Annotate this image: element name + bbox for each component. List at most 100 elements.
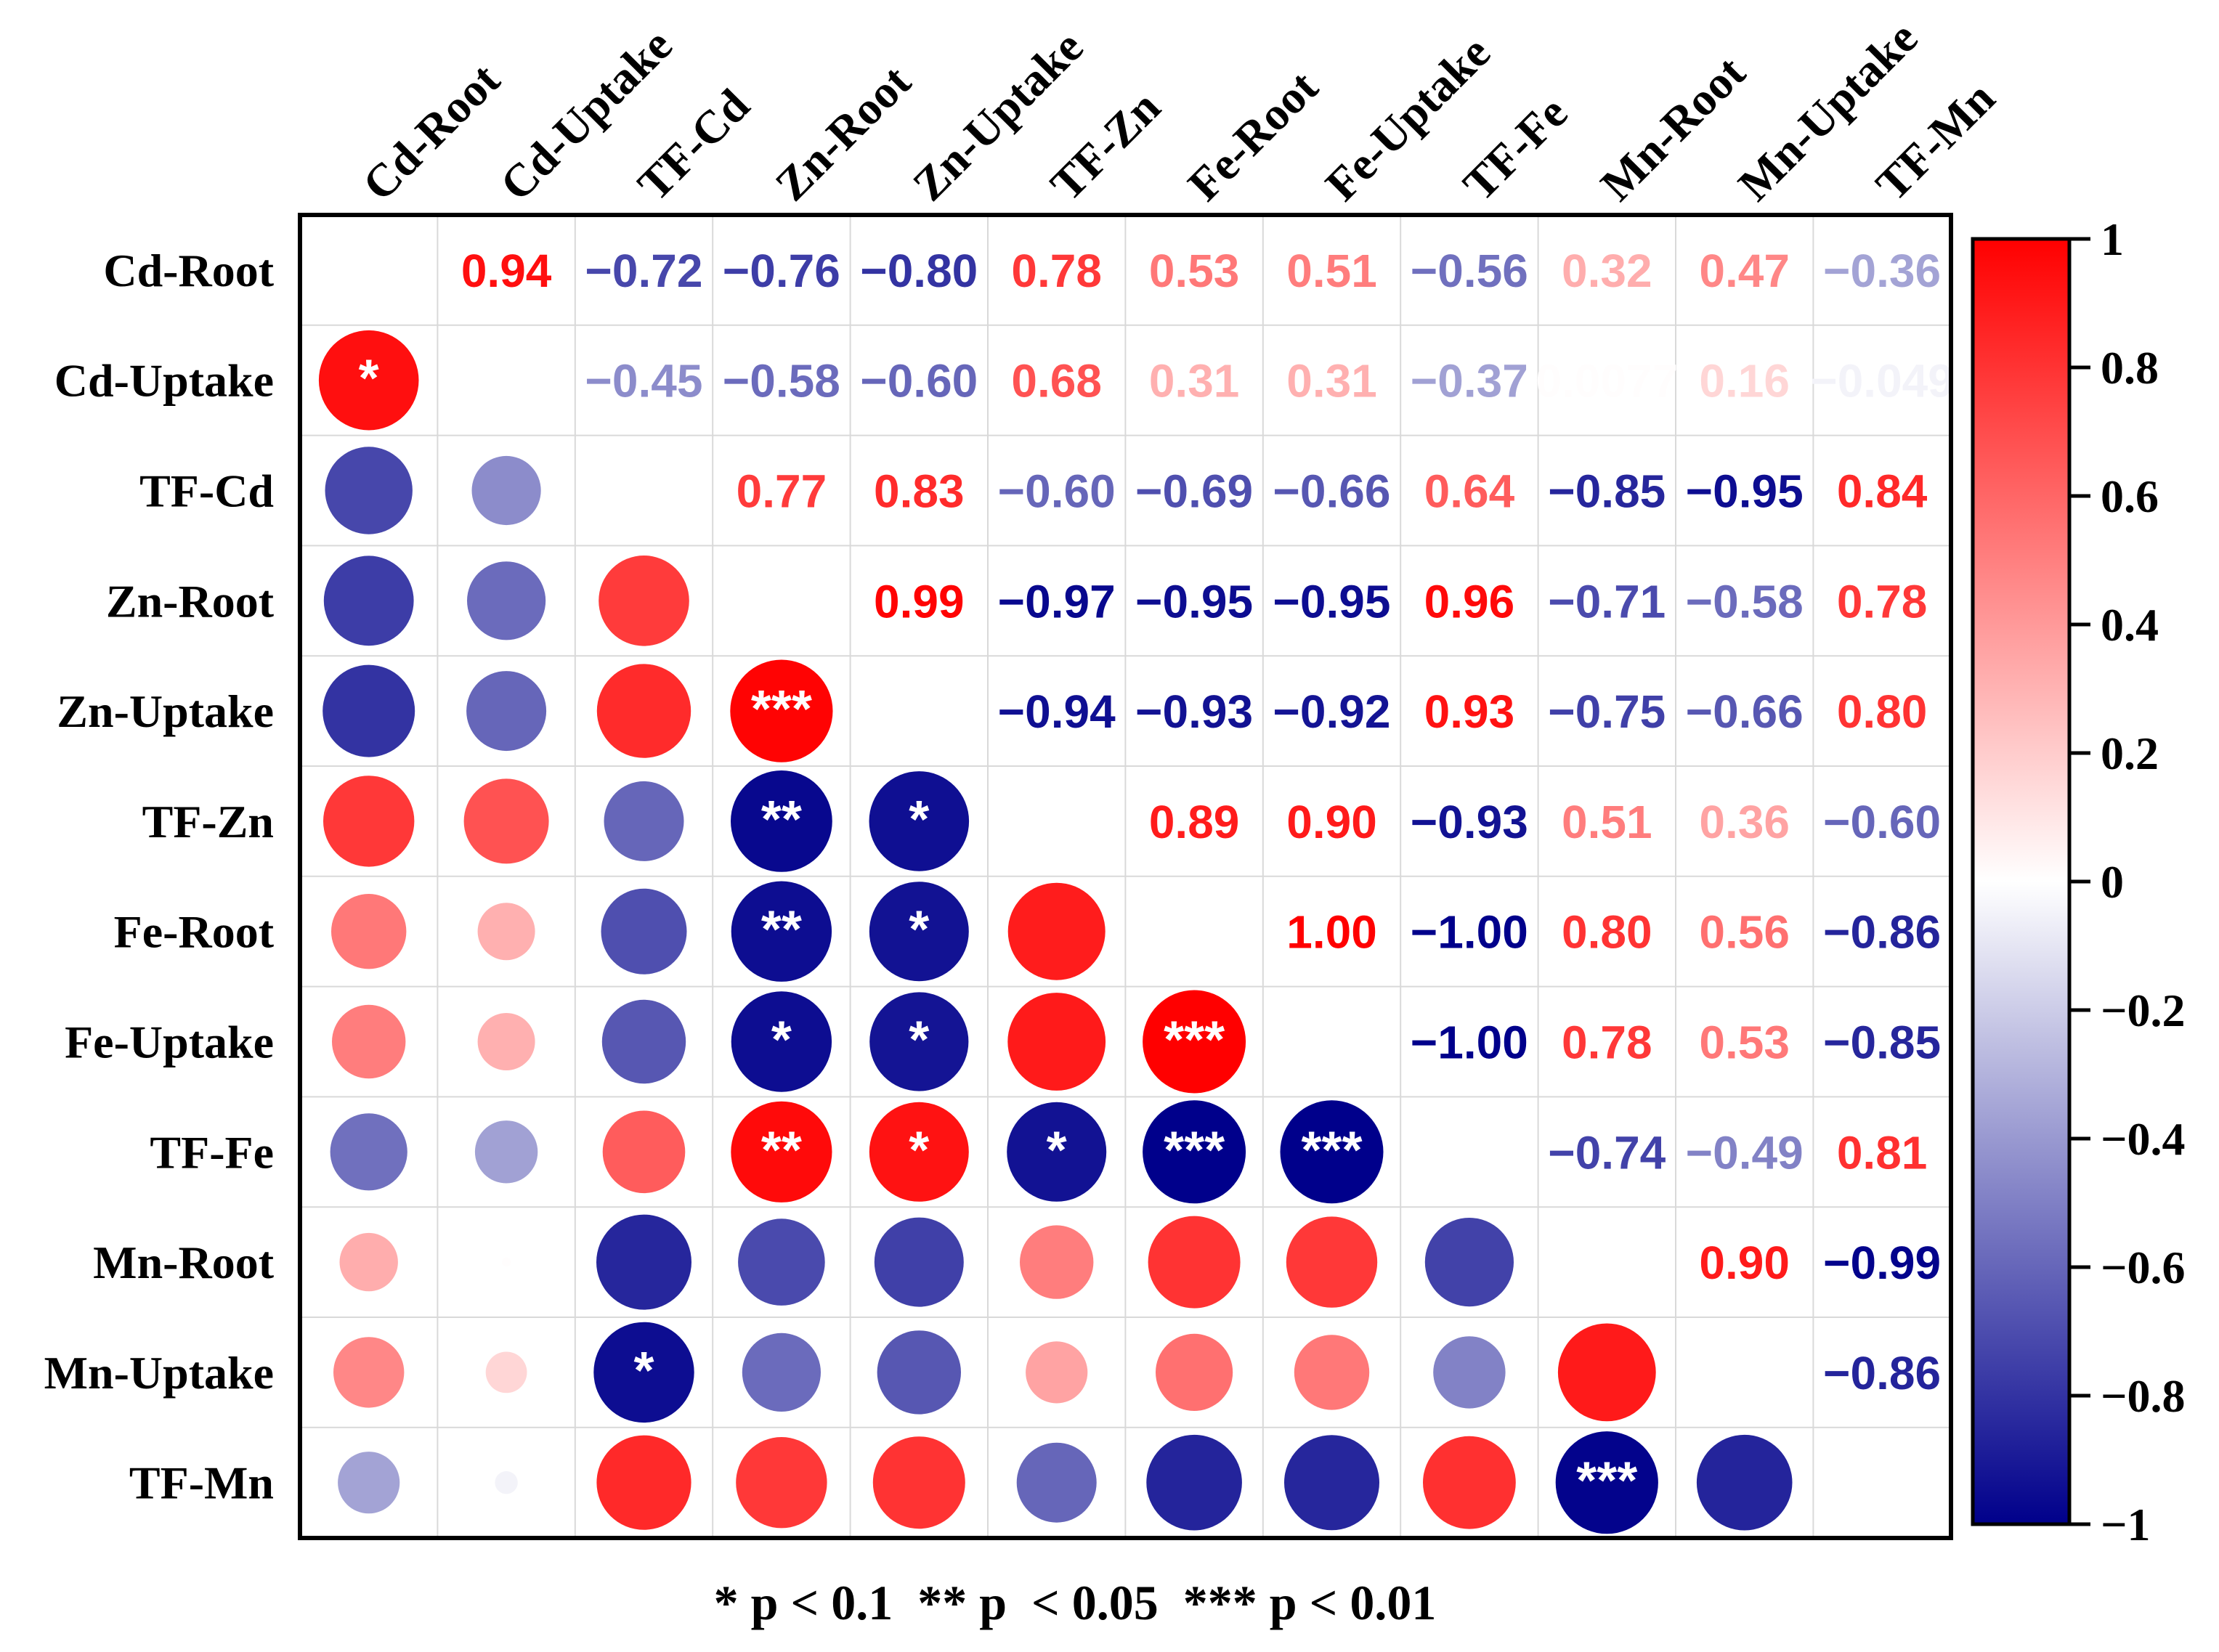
colorbar-tick-label: 0.4 <box>2101 599 2159 651</box>
correlation-circle <box>596 1435 691 1530</box>
correlation-value: −0.45 <box>585 355 703 407</box>
correlation-circle <box>1143 1100 1246 1204</box>
correlation-value: 0.53 <box>1699 1017 1790 1069</box>
correlation-circle <box>869 992 969 1091</box>
row-label: TF-Fe <box>150 1126 274 1178</box>
correlation-value: 0.53 <box>1149 245 1240 297</box>
correlation-value: −0.85 <box>1548 465 1666 518</box>
colorbar <box>1971 237 2072 1526</box>
correlation-circle <box>1007 1102 1107 1202</box>
correlation-circle <box>463 778 549 864</box>
correlation-value: 0.47 <box>1699 245 1790 297</box>
correlation-circle <box>1555 1431 1658 1534</box>
colorbar-tick-label: 1 <box>2101 213 2124 265</box>
correlation-value: −0.80 <box>860 245 978 297</box>
colorbar-tick-label: −0.8 <box>2101 1370 2185 1422</box>
correlation-value: −0.60 <box>1823 796 1941 848</box>
correlation-value: 0.83 <box>874 465 965 518</box>
column-label: Mn-Root <box>1591 46 1756 211</box>
colorbar-tick-label: −1 <box>2101 1499 2150 1550</box>
correlation-value: 0.16 <box>1699 355 1790 407</box>
correlation-value: 0.81 <box>1837 1126 1928 1179</box>
correlation-circle <box>596 1214 691 1310</box>
significance-marker: *** <box>1164 1121 1225 1179</box>
correlation-circle <box>869 1102 969 1202</box>
correlation-circle <box>731 770 832 872</box>
correlation-circle <box>333 1337 405 1408</box>
correlation-value: −0.58 <box>723 355 840 407</box>
correlation-value: 0.84 <box>1837 465 1928 518</box>
correlation-value: −0.74 <box>1548 1126 1666 1179</box>
correlation-value: −0.37 <box>1411 355 1528 407</box>
correlation-circle <box>1156 1333 1233 1411</box>
significance-marker: * <box>359 350 379 408</box>
correlation-value: 0.80 <box>1837 685 1928 738</box>
column-label: Zn-Root <box>766 55 921 211</box>
correlation-value: −0.49 <box>1686 1126 1804 1179</box>
significance-marker: * <box>633 1342 654 1400</box>
correlation-circle <box>596 664 691 758</box>
colorbar-tick-label: −0.4 <box>2101 1113 2185 1165</box>
correlation-circle <box>874 1217 964 1307</box>
correlation-value: −0.92 <box>1273 685 1391 738</box>
significance-marker: *** <box>1164 1012 1225 1070</box>
correlation-value: −0.66 <box>1273 465 1391 518</box>
correlation-circle <box>593 1322 694 1423</box>
correlation-value: −0.76 <box>723 245 840 297</box>
correlation-circle <box>495 1471 518 1494</box>
correlation-value: 0.36 <box>1699 796 1790 848</box>
colorbar-tick-label: −0.6 <box>2101 1242 2185 1293</box>
correlation-circle <box>474 1120 538 1184</box>
column-label: TF-Fe <box>1453 86 1578 211</box>
matrix-grid <box>300 215 1951 1538</box>
correlation-value: −1.00 <box>1411 1017 1528 1069</box>
correlation-circle <box>731 1101 832 1203</box>
row-labels: Cd-Root Cd-Uptake TF-Cd Zn-Root Zn-Uptake TF-… <box>44 245 275 1509</box>
correlation-value: −0.69 <box>1135 465 1253 518</box>
correlation-circle <box>485 1351 527 1393</box>
correlation-circle <box>599 556 689 646</box>
column-label: TF-Zn <box>1040 81 1169 210</box>
row-label: Cd-Root <box>103 245 274 296</box>
correlation-circle <box>731 991 832 1092</box>
correlation-value: 0.94 <box>461 245 552 297</box>
correlation-circle <box>1026 1341 1088 1404</box>
row-label: Fe-Uptake <box>65 1017 274 1068</box>
correlation-circle <box>1696 1434 1793 1531</box>
correlation-circle <box>471 455 541 526</box>
correlation-circle <box>872 1436 965 1529</box>
correlation-circle <box>1286 1216 1378 1308</box>
column-label: TF-Cd <box>628 79 759 211</box>
significance-marker: *** <box>751 680 812 738</box>
significance-marker: * <box>909 1121 929 1179</box>
correlation-value: 0.68 <box>1011 355 1102 407</box>
row-label: Cd-Uptake <box>54 355 274 407</box>
significance-marker: * <box>909 791 929 849</box>
correlation-circle <box>477 1013 535 1070</box>
correlation-value: 0.93 <box>1424 685 1515 738</box>
correlation-circle <box>467 561 546 640</box>
correlation-value: 0.78 <box>1011 245 1102 297</box>
correlation-value: −0.86 <box>1823 1347 1941 1399</box>
correlation-value: −0.95 <box>1135 575 1253 627</box>
significance-marker: *** <box>1301 1121 1362 1179</box>
correlation-value: −0.58 <box>1686 575 1804 627</box>
colorbar-tick-label: −0.2 <box>2101 985 2185 1036</box>
correlation-value: 0.0077 <box>1536 355 1678 407</box>
correlation-circle <box>325 447 413 534</box>
correlation-circle <box>466 671 547 752</box>
colorbar-ticks: 1 0.8 0.6 0.4 0.2 0 −0.2 −0.4 −0.6 −0.8 −1 <box>2069 213 2185 1550</box>
correlation-value: 0.64 <box>1424 465 1515 518</box>
correlation-value: −0.72 <box>585 245 703 297</box>
correlation-value: −0.66 <box>1686 685 1804 738</box>
correlation-circle <box>323 776 415 867</box>
correlation-circle <box>601 888 687 974</box>
correlation-value: 0.90 <box>1286 796 1377 848</box>
colorbar-tick-label: 0 <box>2101 856 2124 908</box>
correlation-circle <box>332 1004 406 1079</box>
significance-marker: * <box>771 1012 792 1070</box>
correlation-circle <box>1143 990 1246 1094</box>
correlation-circle <box>736 1437 827 1529</box>
significance-marker: * <box>909 901 929 959</box>
